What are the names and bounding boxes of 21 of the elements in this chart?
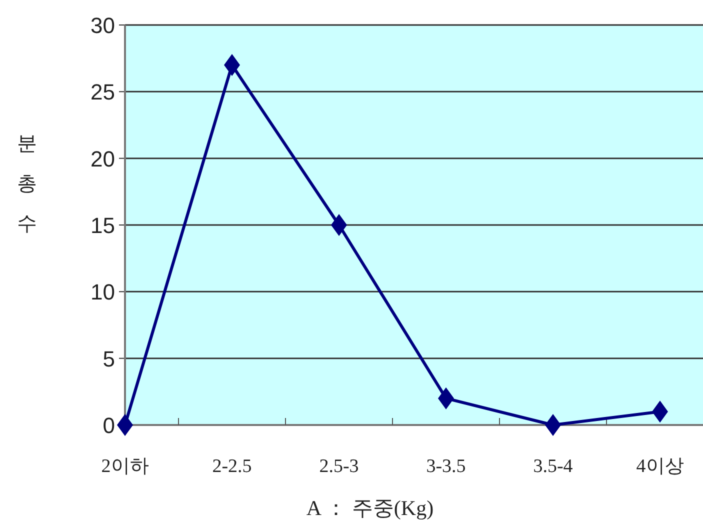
y-tick-label: 10 xyxy=(90,280,115,305)
x-tick-label: 2-2.5 xyxy=(212,456,252,477)
point xyxy=(652,400,668,423)
x-axis-title: A ： 주중(Kg) xyxy=(306,496,434,520)
point xyxy=(117,414,133,436)
x-tick-label: 2.5-3 xyxy=(319,456,359,477)
y-tick-label: 15 xyxy=(90,213,115,238)
x-tick-label: 2이하 xyxy=(101,456,149,477)
y-tick-label: 30 xyxy=(90,13,115,38)
point xyxy=(331,214,347,236)
point xyxy=(224,54,240,76)
point xyxy=(545,414,561,436)
y-tick-label: 25 xyxy=(90,80,115,105)
x-tick-label: 4이상 xyxy=(636,456,684,477)
x-tick-label: 3-3.5 xyxy=(426,456,466,477)
x-tick-label: 3.5-4 xyxy=(533,456,574,477)
point xyxy=(438,387,454,410)
y-tick-label: 5 xyxy=(102,346,115,372)
y-tick-label: 0 xyxy=(102,413,115,438)
y-axis-title: 분총수 xyxy=(17,133,37,235)
y-tick-label: 20 xyxy=(90,146,115,172)
